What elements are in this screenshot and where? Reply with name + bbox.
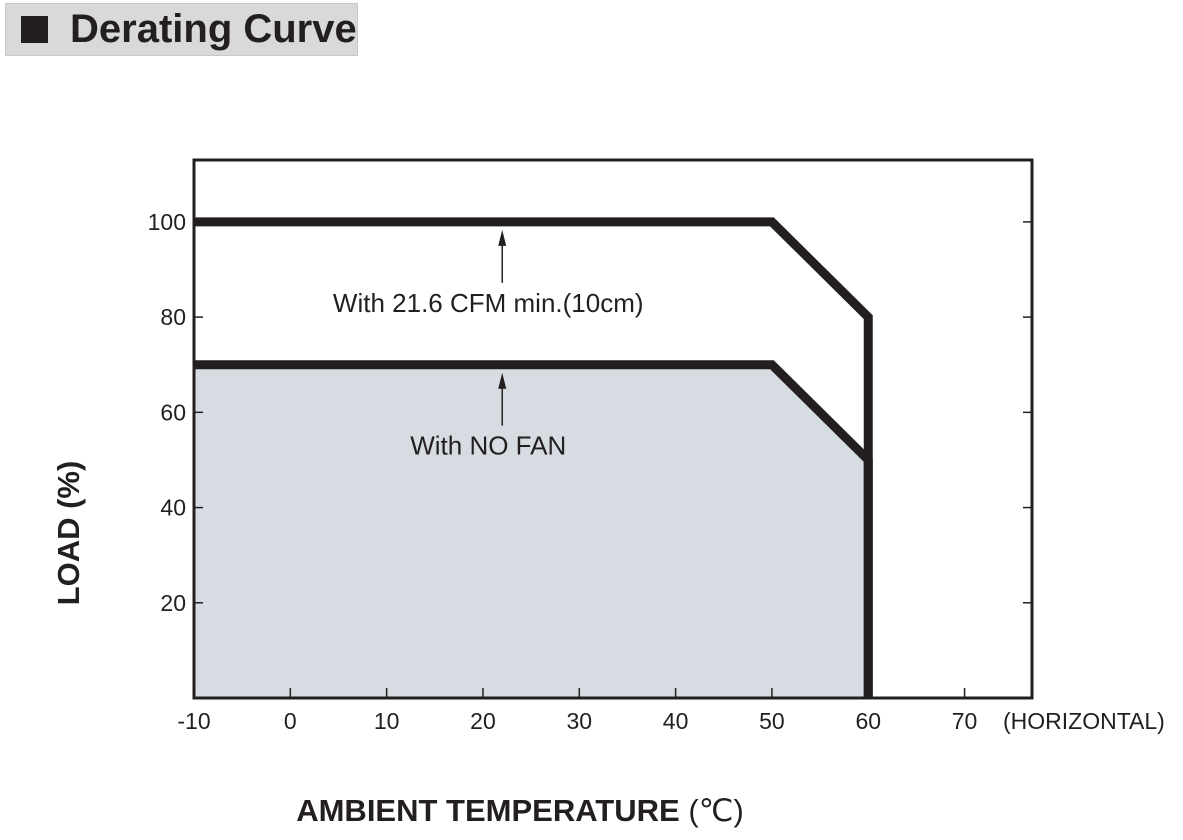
annotation-label: With NO FAN [410, 431, 566, 461]
square-bullet-icon [21, 16, 48, 43]
x-tick-label: 0 [284, 708, 297, 734]
x-tick-label: -10 [177, 708, 210, 734]
x-tick-label: 20 [470, 708, 496, 734]
series-line-1 [194, 360, 873, 698]
y-tick-label: 80 [160, 304, 186, 330]
x-tick-label: 60 [855, 708, 881, 734]
annotation-arrow-head [498, 372, 507, 389]
x-tick-label: 30 [566, 708, 592, 734]
x-tick-label: 50 [759, 708, 785, 734]
y-axis-title: LOAD (%) [51, 461, 86, 606]
x-axis-note: (HORIZONTAL) [1003, 708, 1165, 734]
x-tick-label: 70 [952, 708, 978, 734]
x-tick-label: 40 [663, 708, 689, 734]
x-axis-unit: (℃) [688, 793, 743, 828]
y-tick-label: 60 [160, 399, 186, 425]
series-fill-1 [194, 364, 869, 698]
y-tick-label: 20 [160, 590, 186, 616]
annotation-arrow-head [498, 229, 507, 246]
annotation-label: With 21.6 CFM min.(10cm) [333, 288, 644, 318]
y-tick-label: 100 [148, 209, 186, 235]
x-tick-label: 10 [374, 708, 400, 734]
y-tick-label: 40 [160, 495, 186, 521]
section-header: Derating Curve [5, 3, 358, 56]
x-axis-title: AMBIENT TEMPERATURE (℃) [296, 793, 744, 828]
section-title: Derating Curve [70, 7, 357, 51]
plot-frame [192, 158, 1034, 700]
